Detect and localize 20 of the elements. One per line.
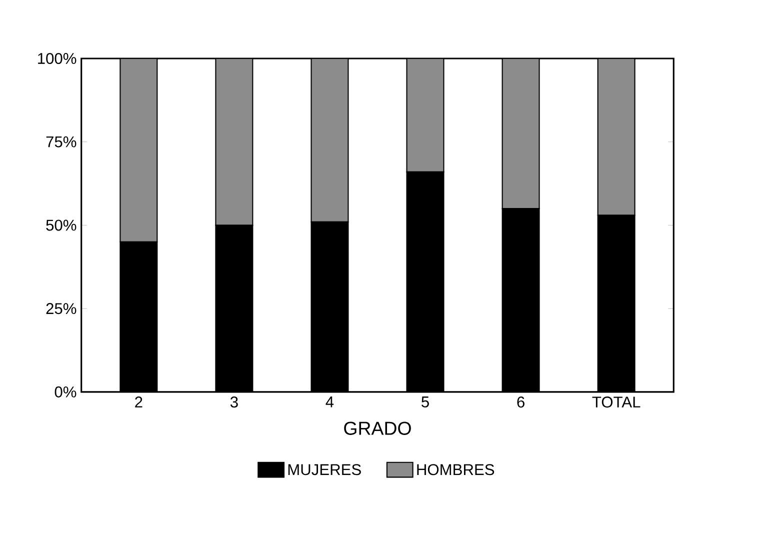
y-tick-label: 25% — [46, 303, 76, 314]
x-tick-label: TOTAL — [592, 396, 640, 408]
bar — [310, 58, 349, 222]
y-tick-label: 0% — [54, 386, 76, 398]
x-tick-label: 5 — [422, 396, 429, 408]
bar — [502, 58, 540, 210]
x-axis-title: GRADO — [344, 422, 411, 436]
bar — [120, 58, 158, 242]
x-tick-label: 2 — [135, 396, 142, 408]
y-tick-label: 50% — [46, 220, 76, 231]
x-tick-label: 6 — [517, 396, 524, 408]
bar — [597, 58, 636, 216]
y-tick-label: 75% — [46, 136, 76, 148]
bar — [406, 58, 444, 172]
x-tick-label: 3 — [230, 396, 238, 408]
y-tick-label: 100% — [38, 53, 76, 64]
x-tick-label: 4 — [326, 396, 334, 408]
legend-label: HOMBRES — [417, 464, 494, 476]
bar — [215, 58, 254, 226]
legend-label: MUJERES — [288, 464, 361, 476]
